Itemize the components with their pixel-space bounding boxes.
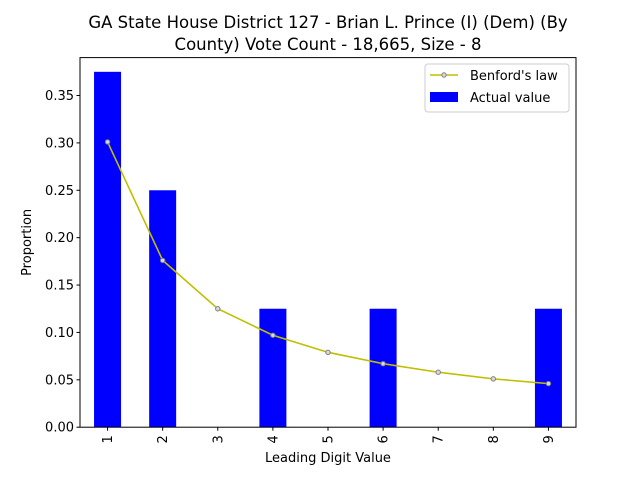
benford-point-5 (325, 349, 331, 356)
x-tick-label: 9 (542, 435, 557, 443)
legend: Benford's law Actual value (424, 63, 570, 113)
x-tick-label: 3 (211, 435, 226, 443)
benford-point-4 (270, 332, 276, 338)
y-tick-label: 0.15 (45, 279, 74, 294)
y-axis-label: Proportion (20, 209, 35, 276)
legend-benford-label: Benford's law (470, 69, 558, 84)
bar-digit-9 (534, 308, 562, 428)
legend-box (424, 63, 570, 113)
benford-point-6 (380, 361, 386, 367)
x-axis-label: Leading Digit Value (265, 451, 391, 466)
chart-title-line-1: GA State House District 127 - Brian L. P… (88, 13, 568, 32)
benford-point-7 (435, 369, 441, 375)
y-tick-label: 0.05 (45, 373, 74, 388)
benford-point-9 (545, 380, 552, 387)
x-tick-label: 2 (156, 435, 171, 443)
benford-point-3 (215, 306, 221, 312)
y-axis: 0.00 0.05 0.10 0.15 0.20 0.25 0.30 0.35 (45, 89, 80, 436)
benford-point-2 (159, 257, 166, 264)
y-tick-label: 0.10 (45, 326, 74, 341)
legend-benford-marker (441, 72, 447, 78)
bar-digit-2 (149, 190, 177, 428)
chart-title-line-2: County) Vote Count - 18,665, Size - 8 (175, 35, 482, 54)
x-tick-label: 4 (266, 435, 281, 443)
legend-actual-label: Actual value (470, 91, 550, 106)
y-tick-label: 0.30 (45, 136, 74, 151)
y-tick-label: 0.35 (45, 89, 74, 104)
y-tick-label: 0.00 (45, 421, 74, 436)
x-tick-label: 1 (101, 435, 116, 443)
bars-layer (94, 71, 562, 428)
x-tick-label: 5 (322, 435, 337, 443)
benford-line-layer (104, 139, 552, 387)
x-axis: 1 2 3 4 5 6 7 8 9 (101, 427, 557, 443)
bar-digit-4 (259, 308, 287, 428)
y-tick-label: 0.25 (45, 184, 74, 199)
x-tick-label: 7 (432, 435, 447, 443)
bar-digit-1 (94, 71, 122, 428)
bar-digit-6 (369, 308, 397, 428)
benford-point-8 (490, 376, 497, 382)
x-tick-label: 8 (487, 435, 502, 443)
benford-point-1 (104, 139, 111, 145)
x-tick-label: 6 (377, 435, 392, 443)
legend-actual-swatch (430, 92, 458, 102)
y-tick-label: 0.20 (45, 231, 74, 246)
